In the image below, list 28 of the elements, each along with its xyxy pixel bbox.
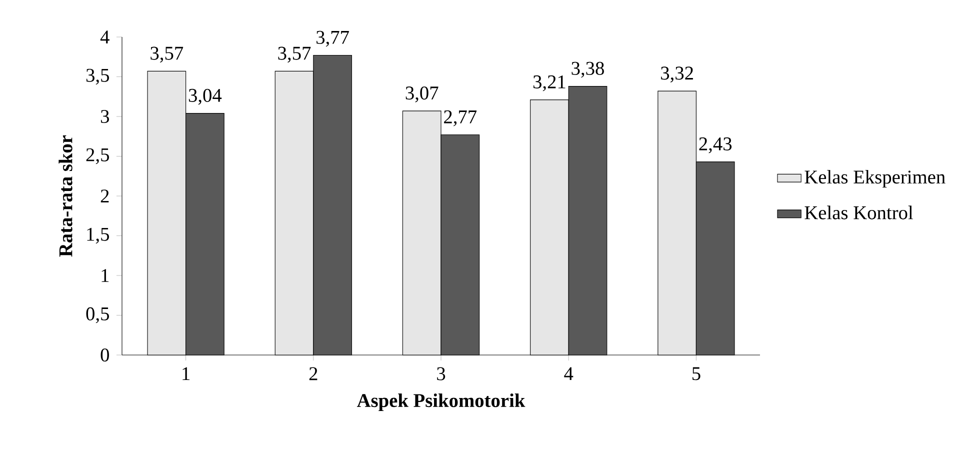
data-label: 2,43 [699,137,732,154]
y-tick-label: 3,5 [86,68,109,85]
x-tick-label: 5 [692,367,700,380]
data-label: 3,21 [533,75,566,92]
y-tick-label: 2,5 [86,148,109,164]
data-label: 3,38 [572,62,604,78]
y-tick-label: 0,5 [86,307,109,324]
data-label: 3,04 [188,88,222,105]
y-tick-label: 2 [100,190,109,202]
data-label: 2,77 [444,110,477,126]
x-tick-label: 1 [182,367,190,380]
data-label: 3,57 [278,46,311,63]
data-label: 3,57 [150,46,184,63]
data-label: 3,77 [316,30,349,47]
y-tick-label: 1 [102,269,109,282]
legend-label: Kelas Kontrol [804,206,913,220]
data-label: 3,07 [406,86,438,102]
y-tick-label: 3 [100,110,109,124]
x-tick-label: 2 [309,367,318,380]
y-tick-label: 1,5 [87,228,109,244]
y-tick-label: 0 [100,348,109,362]
legend-label: Kelas Eksperimen [804,170,946,188]
y-axis-title: Rata-rata skor [58,135,72,257]
data-label: 3,32 [661,66,693,82]
x-tick-label: 3 [437,367,446,380]
x-tick-label: 4 [564,367,574,380]
x-axis-title: Aspek Psikomotorik [356,393,526,412]
y-tick-label: 4 [100,30,110,44]
